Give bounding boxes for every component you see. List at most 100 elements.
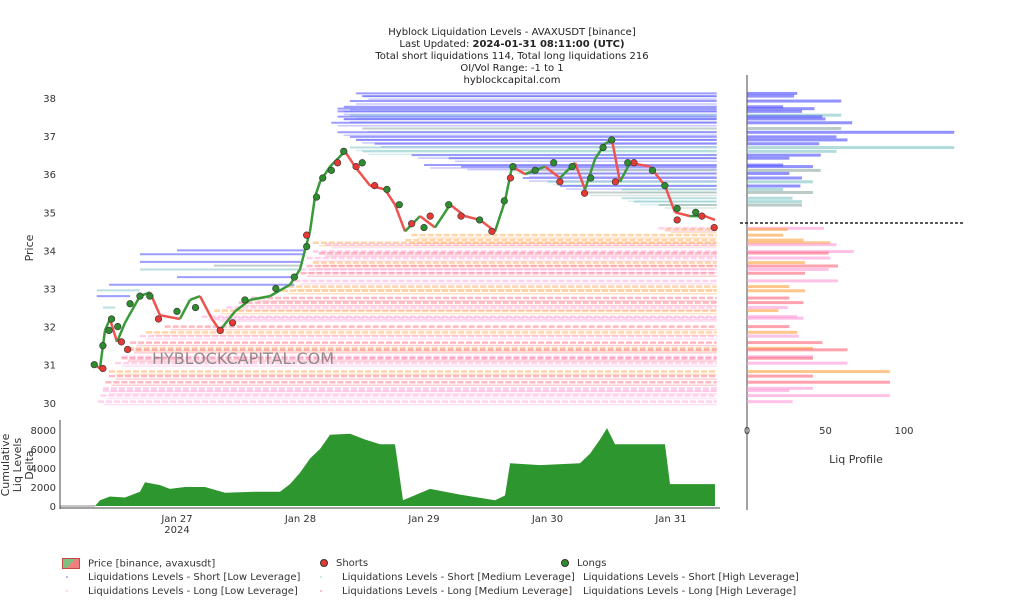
last-updated-value: 2024-01-31 08:11:00 (UTC) bbox=[472, 39, 625, 50]
profile-tick-label: 0 bbox=[744, 426, 750, 437]
legend-label: Price [binance, avaxusdt] bbox=[88, 558, 216, 570]
profile-tick-label: 50 bbox=[819, 426, 832, 437]
long-liquidation-marker bbox=[568, 162, 576, 171]
profile-axis-label: Liq Profile bbox=[829, 453, 883, 466]
legend-label: Liquidations Levels - Long [Medium Lever… bbox=[342, 586, 573, 597]
short-liquidation-marker bbox=[426, 212, 434, 220]
price-segment bbox=[343, 150, 357, 168]
delta-tick-label: 6000 bbox=[31, 445, 56, 456]
legend-item[interactable]: Liquidations Levels - Short [Medium Leve… bbox=[316, 572, 575, 583]
legend-label: Liquidations Levels - Short [High Levera… bbox=[583, 572, 799, 583]
profile-bar bbox=[747, 289, 806, 293]
profile-bar bbox=[747, 142, 820, 146]
x-tick-sublabel: 2024 bbox=[164, 525, 189, 536]
profile-bar bbox=[747, 238, 804, 242]
legend-label: Liquidations Levels - Long [High Leverag… bbox=[583, 586, 797, 597]
profile-bar bbox=[747, 306, 788, 310]
long-liquidation-marker bbox=[126, 300, 134, 308]
short-liquidation-marker bbox=[580, 189, 589, 197]
last-updated-label: Last Updated: bbox=[399, 39, 473, 50]
profile-bar bbox=[747, 196, 793, 200]
legend-label: Shorts bbox=[336, 558, 369, 569]
profile-bar bbox=[747, 341, 823, 345]
profile-bar bbox=[747, 241, 831, 245]
long-liquidation-marker bbox=[475, 216, 484, 224]
long-liquidation-marker bbox=[531, 166, 539, 174]
short-liquidation-marker bbox=[123, 345, 132, 354]
faint-dot-icon bbox=[561, 576, 563, 578]
long-liquidation-marker bbox=[673, 204, 681, 213]
profile-bar bbox=[747, 117, 826, 121]
long-liquidation-marker bbox=[692, 208, 700, 216]
long-liquidation-marker bbox=[303, 242, 311, 251]
delta-tick-label: 8000 bbox=[31, 426, 56, 437]
title-line-1: Hyblock Liquidation Levels - AVAXUSDT [b… bbox=[388, 27, 636, 38]
profile-tick-label: 100 bbox=[894, 426, 913, 437]
legend-item[interactable]: Longs bbox=[557, 558, 606, 569]
profile-bar bbox=[747, 301, 804, 305]
price-tick-label: 35 bbox=[43, 208, 56, 219]
profile-bar bbox=[747, 256, 831, 260]
long-liquidation-marker bbox=[509, 162, 517, 171]
long-liquidation-marker bbox=[290, 273, 298, 281]
profile-bar bbox=[747, 91, 798, 95]
legend-item[interactable]: Liquidations Levels - Long [Medium Lever… bbox=[316, 586, 572, 597]
profile-bar bbox=[747, 267, 829, 271]
profile-bar bbox=[747, 138, 848, 142]
profile-bar bbox=[747, 227, 788, 231]
profile-bar bbox=[747, 149, 837, 153]
faint-dot-icon bbox=[66, 590, 68, 592]
delta-axis-label: Cumulative bbox=[0, 433, 12, 496]
profile-bar bbox=[747, 316, 804, 320]
short-liquidation-marker bbox=[99, 364, 107, 373]
delta-tick-label: 4000 bbox=[31, 464, 56, 475]
profile-bar bbox=[747, 315, 798, 319]
short-liquidation-marker bbox=[698, 212, 706, 220]
title-line-5: hyblockcapital.com bbox=[463, 75, 561, 86]
profile-bar bbox=[747, 184, 801, 188]
price-tick-label: 31 bbox=[43, 361, 56, 372]
long-liquidation-marker bbox=[358, 159, 366, 167]
profile-bar bbox=[747, 250, 854, 254]
profile-bar bbox=[747, 94, 795, 98]
long-liquidation-marker bbox=[608, 136, 616, 144]
profile-bar bbox=[747, 394, 890, 398]
short-liquidation-marker bbox=[710, 223, 718, 232]
profile-bar bbox=[747, 386, 813, 390]
long-liquidation-marker bbox=[319, 174, 327, 182]
legend-item[interactable]: Liquidations Levels - Short [Low Leverag… bbox=[62, 572, 300, 583]
price-tick-label: 37 bbox=[43, 132, 56, 143]
price-segment bbox=[108, 318, 119, 343]
legend-item[interactable]: Liquidations Levels - Long [Low Leverage… bbox=[62, 586, 298, 597]
price-segment bbox=[189, 294, 201, 302]
profile-bar bbox=[747, 271, 806, 275]
long-liquidation-marker bbox=[99, 342, 107, 350]
legend-item[interactable]: Liquidations Levels - Short [High Levera… bbox=[557, 572, 799, 583]
profile-bar bbox=[747, 200, 802, 204]
profile-bar bbox=[747, 126, 842, 130]
profile-bar bbox=[747, 180, 813, 184]
price-segment bbox=[663, 185, 677, 213]
long-liquidation-marker bbox=[312, 193, 321, 201]
profile-bar bbox=[747, 370, 890, 374]
long-liquidation-marker bbox=[114, 323, 122, 331]
legend-item[interactable]: Price [binance, avaxusdt] bbox=[62, 558, 215, 570]
delta-area bbox=[94, 428, 715, 506]
profile-bar bbox=[747, 153, 821, 157]
legend-label: Longs bbox=[577, 558, 607, 569]
profile-bar bbox=[747, 146, 955, 150]
x-tick-label: Jan 27 bbox=[160, 514, 192, 525]
long-liquidation-marker bbox=[648, 166, 657, 174]
profile-bar bbox=[747, 107, 815, 111]
profile-bar bbox=[747, 130, 955, 134]
legend-item[interactable]: Liquidations Levels - Long [High Leverag… bbox=[557, 586, 796, 597]
short-liquidation-marker bbox=[611, 178, 620, 186]
price-segment bbox=[393, 204, 407, 232]
price-segment bbox=[493, 200, 507, 232]
profile-bar bbox=[747, 163, 784, 167]
profile-bar bbox=[747, 109, 802, 113]
profile-bar bbox=[747, 261, 806, 265]
profile-bar bbox=[747, 105, 784, 109]
legend-item[interactable]: Shorts bbox=[316, 558, 368, 569]
price-segment bbox=[503, 166, 514, 202]
